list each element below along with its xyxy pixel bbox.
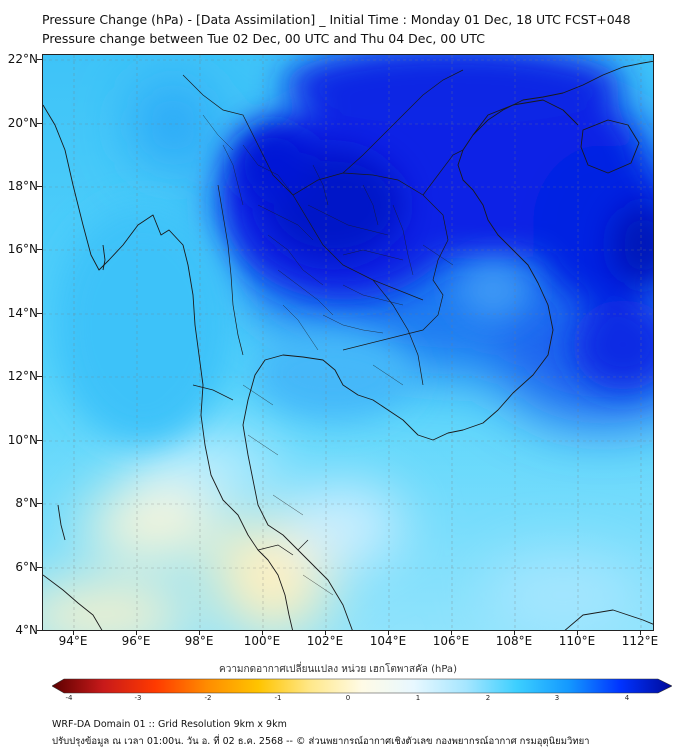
lat-label-22n: 22°N — [7, 52, 38, 66]
lat-label-8n: 8°N — [15, 496, 38, 510]
province-lines — [202, 114, 454, 596]
colorbar-tick: -3 — [134, 694, 142, 702]
country-borders — [182, 69, 464, 556]
lon-label-106e: 106°E — [432, 634, 470, 648]
lat-label-20n: 20°N — [7, 116, 38, 130]
pressure-change-map — [42, 54, 654, 631]
map-title: Pressure Change (hPa) - [Data Assimilati… — [42, 12, 631, 27]
colorbar-tick: -2 — [204, 694, 212, 702]
colorbar-tick: -4 — [65, 694, 73, 702]
lat-label-4n: 4°N — [15, 623, 38, 637]
colorbar-tick: 2 — [485, 694, 491, 702]
lon-label-104e: 104°E — [369, 634, 407, 648]
lon-label-102e: 102°E — [306, 634, 344, 648]
map-subtitle: Pressure change between Tue 02 Dec, 00 U… — [42, 31, 485, 46]
lon-label-94e: 94°E — [58, 634, 88, 648]
lat-label-14n: 14°N — [7, 306, 38, 320]
lat-label-16n: 16°N — [7, 242, 38, 256]
colorbar-tick: 3 — [554, 694, 560, 702]
colorbar — [52, 678, 672, 694]
field-deepest-region — [233, 125, 653, 285]
graticule — [43, 55, 653, 630]
lon-label-98e: 98°E — [184, 634, 214, 648]
lon-label-110e: 110°E — [558, 634, 596, 648]
map-svg — [43, 55, 653, 630]
lat-label-12n: 12°N — [7, 369, 38, 383]
lon-label-100e: 100°E — [243, 634, 281, 648]
lon-label-96e: 96°E — [121, 634, 151, 648]
lat-label-6n: 6°N — [15, 560, 38, 574]
footer-grid-info: WRF-DA Domain 01 :: Grid Resolution 9km … — [52, 719, 287, 730]
lat-label-18n: 18°N — [7, 179, 38, 193]
lon-label-112e: 112°E — [621, 634, 659, 648]
colorbar-bar — [52, 678, 672, 694]
colorbar-tick: -1 — [274, 694, 282, 702]
colorbar-title: ความกดอากาศเปลี่ยนแปลง หน่วย เฮกโตพาสคัล… — [219, 664, 457, 675]
lat-label-10n: 10°N — [7, 433, 38, 447]
colorbar-tick: 0 — [345, 694, 351, 702]
lon-label-108e: 108°E — [495, 634, 533, 648]
colorbar-tick: 4 — [624, 694, 630, 702]
footer-credit: ปรับปรุงข้อมูล ณ เวลา 01:00น. วัน อ. ที่… — [52, 736, 590, 747]
colorbar-tick: 1 — [415, 694, 421, 702]
